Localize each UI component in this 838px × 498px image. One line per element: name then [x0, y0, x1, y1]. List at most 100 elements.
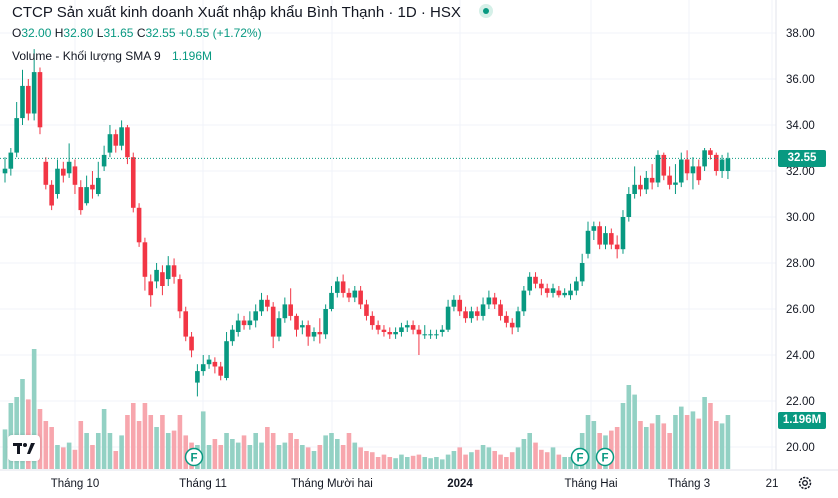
candle-body: [579, 263, 585, 282]
volume-legend[interactable]: Volume - Khối lượng SMA 9 1.196M: [12, 49, 212, 63]
volume-bar: [171, 430, 177, 469]
candle-body: [404, 325, 410, 328]
volume-bar: [539, 449, 544, 469]
volume-bar: [678, 406, 684, 469]
settings-icon[interactable]: [796, 474, 814, 492]
volume-bar: [702, 397, 707, 469]
candle-body: [463, 311, 468, 319]
volume-bar: [445, 454, 451, 469]
volume-bar: [346, 433, 352, 469]
volume-bar: [235, 442, 241, 469]
volume-bar: [329, 433, 334, 469]
candle-body: [457, 299, 463, 312]
volume-bar: [317, 445, 323, 469]
candle-body: [369, 315, 375, 326]
volume-bar: [276, 445, 282, 469]
volume-bar: [335, 439, 340, 469]
candle-body: [61, 168, 66, 176]
volume-bar: [644, 427, 649, 469]
volume-bar: [113, 451, 119, 469]
volume-bar: [504, 457, 509, 469]
candle-body: [486, 297, 492, 305]
candle-body: [702, 150, 707, 167]
volume-bar: [101, 409, 107, 469]
earnings-marker-circle: [570, 447, 590, 467]
volume-bar: [282, 442, 288, 469]
volume-bar: [253, 433, 258, 469]
volume-bar: [130, 403, 136, 469]
candle-body: [206, 359, 212, 365]
candle-body: [708, 150, 713, 155]
candle-body: [562, 292, 567, 296]
volume-bar: [55, 445, 60, 469]
candle-body: [684, 159, 690, 174]
candle-body: [8, 152, 14, 169]
candle-body: [649, 177, 655, 183]
candle-body: [603, 233, 608, 245]
high-label: H: [54, 26, 64, 40]
candle-body: [445, 306, 451, 330]
candle-body: [690, 166, 696, 174]
candle-body: [533, 276, 538, 284]
candle-body: [72, 166, 78, 185]
volume-bar: [31, 349, 37, 469]
volume-bar: [521, 439, 527, 469]
price-tick-label: 20.00: [786, 442, 815, 454]
candle-body: [265, 299, 270, 307]
volume-bar: [165, 433, 171, 469]
volume-bar: [288, 433, 293, 469]
volume-bar: [463, 454, 468, 469]
volume-bar: [323, 435, 328, 469]
candle-body: [410, 325, 416, 330]
candle-body: [393, 332, 398, 335]
volume-bar: [241, 435, 247, 469]
candle-body: [335, 281, 340, 293]
volume-bar: [142, 403, 148, 469]
price-tick-label: 22.00: [786, 396, 815, 408]
candle-body: [288, 304, 293, 316]
volume-bar: [404, 457, 410, 469]
time-tick-label: Tháng Hai: [564, 478, 617, 490]
volume-bar: [20, 379, 25, 469]
volume-bar: [375, 457, 381, 469]
candle-body: [130, 157, 136, 208]
volume-bar: [696, 418, 702, 469]
open-value: 32.00: [21, 26, 52, 40]
volume-bar: [655, 415, 661, 469]
candle-body: [696, 166, 702, 181]
tradingview-logo-icon[interactable]: [8, 435, 40, 461]
time-tick-label: Tháng Mười hai: [291, 478, 373, 490]
candle-body: [43, 161, 49, 185]
candle-body: [585, 230, 591, 254]
volume-bar: [632, 394, 637, 469]
candle-body: [375, 325, 381, 330]
candle-body: [247, 320, 253, 326]
candle-body: [31, 72, 37, 114]
volume-bar: [713, 421, 719, 469]
candle-body: [218, 366, 224, 376]
volume-bar: [177, 415, 183, 469]
candle-body: [597, 226, 602, 245]
low-label: L: [96, 26, 104, 40]
volume-bar: [358, 447, 363, 469]
candle-body: [574, 281, 579, 291]
volume-bar: [492, 451, 498, 469]
candle-body: [480, 304, 486, 316]
candle-body: [381, 329, 387, 332]
candle-body: [655, 154, 661, 183]
volume-bar: [200, 411, 206, 469]
volume-bar: [469, 452, 474, 469]
volume-bar: [434, 457, 439, 469]
candle-body: [428, 334, 433, 336]
volume-bar: [393, 458, 398, 469]
volume-bar: [270, 433, 276, 469]
volume-bar: [183, 435, 189, 469]
candle-body: [632, 184, 637, 194]
candle-body: [282, 304, 288, 319]
volume-bar: [684, 415, 690, 469]
price-tick-label: 26.00: [786, 304, 815, 316]
volume-bar: [369, 452, 375, 469]
close-label: C: [136, 26, 146, 40]
volume-value: 1.196M: [171, 49, 213, 63]
